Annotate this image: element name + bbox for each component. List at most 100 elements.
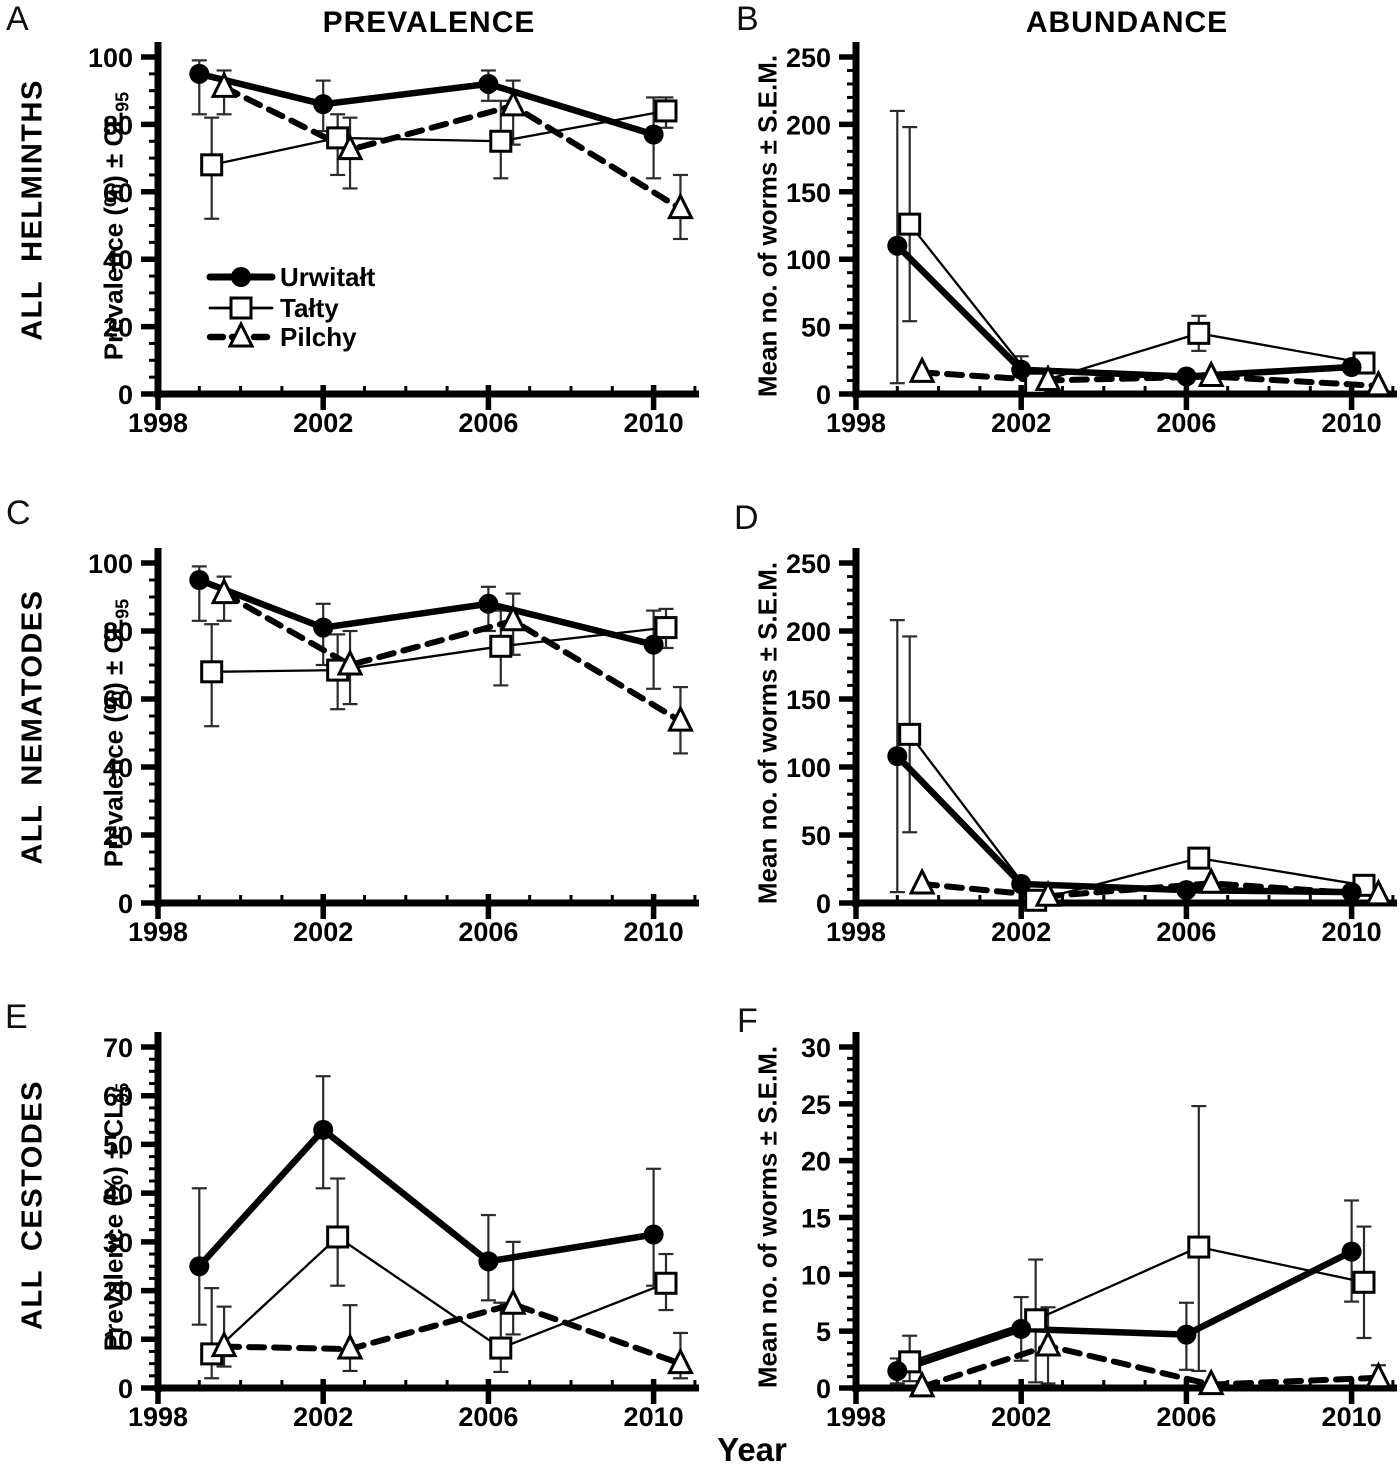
y-tick-label: 100 xyxy=(88,43,133,73)
marker-open-square xyxy=(654,99,678,123)
marker-filled-circle xyxy=(643,1224,664,1245)
marker-open-triangle xyxy=(1197,360,1225,387)
y-tick-label: 50 xyxy=(801,821,831,851)
series-line-tałty xyxy=(908,1245,1366,1364)
marker-open-square xyxy=(898,722,922,746)
x-tick-label: 2010 xyxy=(1322,408,1382,438)
x-tick-label: 2002 xyxy=(293,408,353,438)
y-tick-label: 0 xyxy=(816,889,831,919)
y-tick-label: 25 xyxy=(801,1090,831,1120)
y-tick-label: 20 xyxy=(801,1147,831,1177)
marker-open-square xyxy=(326,1225,350,1249)
legend-label: Tałty xyxy=(280,293,339,323)
marker-filled-circle xyxy=(189,63,210,84)
marker-open-triangle xyxy=(1034,364,1062,392)
y-tick-label: 0 xyxy=(816,380,831,410)
x-tick-label: 1998 xyxy=(128,1402,188,1432)
marker-open-triangle xyxy=(1197,1368,1225,1396)
series-line-tałty xyxy=(210,626,668,673)
y-tick-label: 30 xyxy=(801,1033,831,1063)
panel-letter-b: B xyxy=(736,0,759,38)
x-tick-label: 2010 xyxy=(624,408,684,438)
y-tick-label: 40 xyxy=(103,1179,133,1209)
chart-panel-f: 0 5 10 15 20 25 30 1998 2002 2006 2010 xyxy=(801,1032,1398,1432)
x-tick-label: 2002 xyxy=(991,1402,1051,1432)
marker-filled-circle xyxy=(1341,1241,1362,1262)
marker-filled-circle xyxy=(189,570,210,590)
marker-filled-circle xyxy=(1341,882,1362,903)
marker-open-triangle xyxy=(336,133,364,161)
y-tick-label: 40 xyxy=(103,245,133,275)
series-line-tałty xyxy=(210,109,668,166)
marker-open-triangle xyxy=(1365,1361,1392,1389)
marker-filled-circle xyxy=(1176,366,1197,387)
marker-filled-circle xyxy=(231,267,251,287)
y-tick-label: 150 xyxy=(786,685,831,715)
marker-open-triangle xyxy=(667,704,694,732)
marker-open-square xyxy=(326,126,350,150)
y-tick-label: 250 xyxy=(786,549,831,579)
series-line-pilchy xyxy=(221,1301,684,1367)
x-tick-label: 2006 xyxy=(1156,1402,1216,1432)
series-line-urwitałt xyxy=(894,1248,1355,1375)
series-line-urwitałt xyxy=(196,1125,657,1270)
marker-open-triangle xyxy=(667,1347,694,1375)
column-header-abundance: ABUNDANCE xyxy=(1025,6,1229,39)
marker-filled-circle xyxy=(887,235,908,256)
marker-open-triangle xyxy=(210,1330,238,1358)
marker-open-triangle xyxy=(336,648,364,676)
x-tick-label: 2006 xyxy=(458,1402,518,1432)
panel-letter-e: E xyxy=(5,998,28,1036)
marker-filled-circle xyxy=(313,1119,334,1140)
marker-open-triangle xyxy=(210,577,238,605)
legend-label: Pilchy xyxy=(280,322,357,352)
y-tick-label: 0 xyxy=(118,380,133,410)
marker-filled-circle xyxy=(478,1251,499,1272)
marker-open-triangle xyxy=(908,356,936,383)
marker-open-triangle xyxy=(908,1370,936,1398)
y-tick-label: 80 xyxy=(103,617,133,647)
x-tick-label: 2006 xyxy=(1156,408,1216,438)
y-tick-label: 250 xyxy=(786,43,831,73)
marker-filled-circle xyxy=(887,1360,908,1381)
marker-open-triangle xyxy=(499,1287,527,1315)
marker-open-square xyxy=(1187,321,1211,345)
y-tick-label: 30 xyxy=(103,1228,133,1258)
x-tick-label: 2002 xyxy=(293,917,353,947)
marker-open-triangle xyxy=(1197,866,1225,894)
x-tick-label: 1998 xyxy=(826,408,886,438)
x-tick-label: 2002 xyxy=(991,917,1051,947)
marker-open-triangle xyxy=(227,320,255,348)
y-tick-label: 50 xyxy=(801,313,831,343)
y-tick-label: 100 xyxy=(786,245,831,275)
x-tick-label: 1998 xyxy=(128,408,188,438)
y-tick-label: 20 xyxy=(103,821,133,851)
y-tick-label: 100 xyxy=(786,753,831,783)
marker-filled-circle xyxy=(1011,359,1032,380)
series-line-urwitałt xyxy=(196,70,657,138)
x-tick-label: 2010 xyxy=(1322,917,1382,947)
marker-filled-circle xyxy=(189,1256,210,1277)
x-tick-label: 1998 xyxy=(826,917,886,947)
marker-open-triangle xyxy=(499,89,527,117)
x-tick-label: 1998 xyxy=(128,917,188,947)
x-tick-label: 2006 xyxy=(1156,917,1216,947)
panel-letter-c: C xyxy=(6,494,31,532)
y-tick-label: 60 xyxy=(103,685,133,715)
panel-letter-a: A xyxy=(6,0,29,38)
marker-filled-circle xyxy=(887,746,908,767)
marker-open-square xyxy=(489,129,513,153)
panel-letter-d: D xyxy=(734,499,759,537)
marker-open-triangle xyxy=(908,867,936,895)
marker-open-square xyxy=(229,296,253,320)
series-line-pilchy xyxy=(919,1342,1382,1390)
y-tick-label: 200 xyxy=(786,617,831,647)
marker-open-square xyxy=(1187,846,1211,870)
y-tick-label: 10 xyxy=(103,1325,133,1355)
marker-open-square xyxy=(898,212,922,236)
y-tick-label: 5 xyxy=(816,1317,831,1347)
x-tick-label: 2010 xyxy=(1322,1402,1382,1432)
series-line-pilchy xyxy=(919,369,1382,389)
x-tick-label: 2002 xyxy=(293,1402,353,1432)
